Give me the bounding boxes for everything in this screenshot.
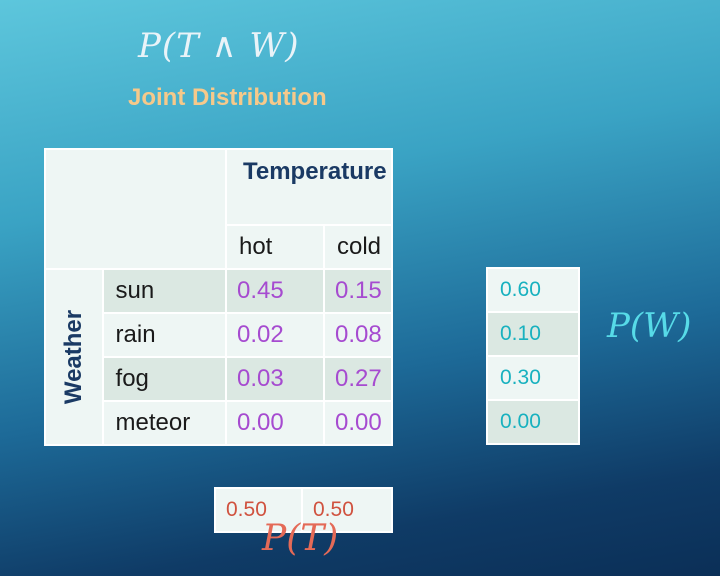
- marginal-t-hot: 0.50: [214, 487, 303, 533]
- joint-formula: P(T ∧ W): [138, 26, 300, 66]
- marginal-w-sun: 0.60: [486, 267, 580, 313]
- value-fog-hot: 0.03: [224, 356, 326, 402]
- blank-corner-cell: [44, 148, 227, 270]
- value-rain-hot: 0.02: [224, 312, 326, 358]
- temperature-header: Temperature: [224, 148, 394, 226]
- row-label-meteor: meteor: [101, 400, 227, 446]
- value-sun-cold: 0.15: [323, 268, 393, 314]
- joint-distribution-table: Temperature hot cold Weather sun 0.45 0.…: [44, 148, 394, 446]
- row-label-sun: sun: [101, 268, 227, 314]
- row-label-fog: fog: [101, 356, 227, 402]
- value-rain-cold: 0.08: [323, 312, 393, 358]
- value-meteor-hot: 0.00: [224, 400, 326, 446]
- marginal-t-table: 0.50 0.50: [214, 487, 393, 533]
- column-header-cold: cold: [323, 224, 393, 270]
- temperature-label: Temperature: [242, 158, 387, 185]
- marginal-w-rain: 0.10: [486, 311, 580, 357]
- value-fog-cold: 0.27: [323, 356, 393, 402]
- column-header-hot: hot: [224, 224, 326, 270]
- marginal-w-formula: P(W): [607, 306, 692, 346]
- weather-header: Weather: [44, 268, 104, 446]
- marginal-w-table: 0.60 0.10 0.30 0.00: [486, 267, 580, 445]
- subtitle: Joint Distribution: [128, 84, 327, 111]
- marginal-t-cold: 0.50: [301, 487, 393, 533]
- value-meteor-cold: 0.00: [323, 400, 393, 446]
- value-sun-hot: 0.45: [224, 268, 326, 314]
- row-label-rain: rain: [101, 312, 227, 358]
- weather-label: Weather: [59, 309, 87, 405]
- marginal-w-fog: 0.30: [486, 355, 580, 401]
- marginal-t-formula: P(T): [262, 518, 339, 559]
- marginal-w-meteor: 0.00: [486, 399, 580, 445]
